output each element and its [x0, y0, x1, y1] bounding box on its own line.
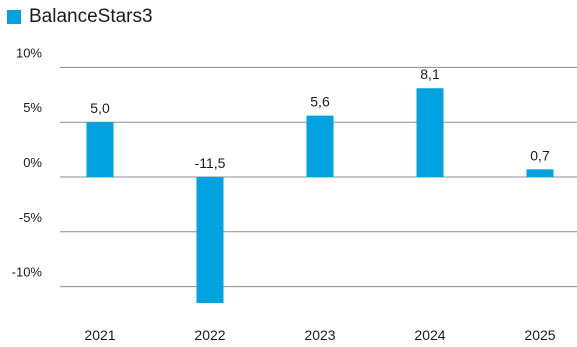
y-tick-label: -5%	[19, 210, 43, 225]
data-label: -11,5	[195, 155, 226, 171]
data-label: 0,7	[530, 147, 550, 163]
y-axis-tick-labels: 10% 5% 0% -5% -10%	[12, 45, 43, 279]
y-tick-label: 0%	[23, 155, 42, 170]
bar	[417, 88, 444, 177]
data-label: 5,6	[310, 94, 330, 110]
bar	[527, 169, 554, 177]
y-tick-label: -10%	[12, 265, 43, 280]
x-tick-label: 2024	[414, 327, 445, 343]
y-tick-label: 5%	[23, 100, 42, 115]
x-axis-tick-labels: 2021 2022 2023 2024 2025	[84, 327, 555, 343]
x-tick-label: 2021	[84, 327, 115, 343]
bars	[87, 88, 554, 303]
bar	[197, 177, 224, 303]
bar	[87, 122, 114, 177]
x-tick-label: 2022	[194, 327, 225, 343]
data-label: 5,0	[90, 100, 110, 116]
y-tick-label: 10%	[16, 45, 42, 60]
bar	[307, 116, 334, 177]
x-tick-label: 2023	[304, 327, 335, 343]
data-label: 8,1	[420, 66, 440, 82]
x-tick-label: 2025	[524, 327, 555, 343]
